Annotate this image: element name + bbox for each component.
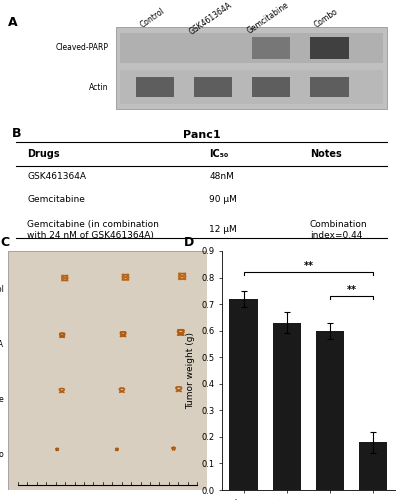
Text: IC₅₀: IC₅₀ (209, 150, 229, 160)
Text: C: C (0, 236, 9, 248)
Polygon shape (120, 332, 126, 336)
Text: Combo: Combo (313, 7, 340, 30)
Bar (316, 330, 344, 490)
Text: D: D (184, 236, 194, 248)
Text: Control: Control (139, 6, 166, 30)
Bar (229, 299, 258, 490)
Y-axis label: Tumor weight (g): Tumor weight (g) (187, 332, 195, 409)
Text: Gemcitabine (in combination
with 24 nM of GSK461364A): Gemcitabine (in combination with 24 nM o… (27, 220, 159, 240)
Bar (252, 77, 291, 97)
Polygon shape (172, 448, 175, 450)
Text: GSK461364A: GSK461364A (187, 0, 234, 36)
Text: Gemcitabine: Gemcitabine (27, 195, 85, 204)
Text: Control: Control (0, 284, 4, 294)
Text: Actin: Actin (89, 83, 109, 92)
Text: A: A (8, 16, 18, 29)
Text: Combination
index=0.44: Combination index=0.44 (310, 220, 368, 240)
Text: Notes: Notes (310, 150, 342, 160)
Polygon shape (179, 273, 186, 280)
Text: Panc1: Panc1 (183, 130, 220, 140)
Polygon shape (59, 388, 64, 392)
Bar (194, 77, 233, 97)
Polygon shape (60, 333, 65, 338)
Text: Cleaved-PARP: Cleaved-PARP (56, 43, 109, 52)
Text: Gemcitabine: Gemcitabine (246, 0, 291, 36)
Text: 12 μM: 12 μM (209, 226, 237, 234)
Bar (252, 37, 291, 58)
Polygon shape (116, 448, 118, 450)
Text: B: B (12, 128, 21, 140)
Bar (120, 33, 383, 62)
Bar (310, 77, 349, 97)
Bar (116, 27, 387, 109)
Bar (310, 37, 349, 58)
Bar (120, 70, 383, 104)
Bar (136, 77, 174, 97)
Polygon shape (122, 274, 129, 280)
Bar (273, 322, 301, 490)
Polygon shape (176, 386, 182, 392)
Bar (359, 442, 387, 490)
Polygon shape (119, 388, 125, 392)
Text: GSK461364A: GSK461364A (27, 172, 86, 182)
Text: Drugs: Drugs (27, 150, 60, 160)
Text: **: ** (347, 285, 357, 295)
Text: 90 μM: 90 μM (209, 195, 237, 204)
Polygon shape (56, 448, 58, 450)
Polygon shape (177, 330, 184, 336)
Text: **: ** (303, 261, 314, 271)
Text: Combo: Combo (0, 450, 4, 458)
Text: Gemcitabine: Gemcitabine (0, 394, 4, 404)
Text: 48nM: 48nM (209, 172, 234, 182)
Text: GSK461364A: GSK461364A (0, 340, 4, 348)
Polygon shape (62, 276, 68, 281)
